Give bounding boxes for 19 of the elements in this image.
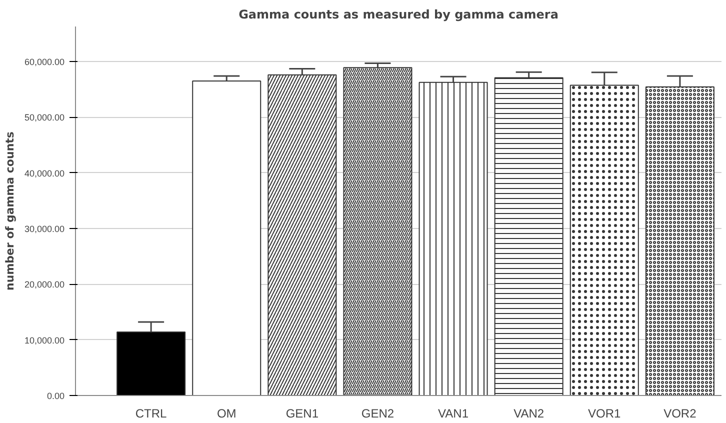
x-tick-label: GEN1 (286, 406, 319, 420)
x-tick-label: VOR2 (664, 406, 697, 420)
x-tick-label: VAN1 (438, 406, 469, 420)
y-tick-label: 20,000.00 (24, 280, 65, 290)
bar (192, 80, 262, 396)
x-tick-label: OM (216, 406, 236, 420)
x-tick-label: VAN2 (514, 406, 544, 420)
bar (116, 332, 186, 396)
y-tick-label: 10,000.00 (24, 335, 65, 346)
x-tick-label: VOR1 (588, 406, 622, 420)
y-tick-label: 30,000.00 (24, 224, 65, 234)
y-tick-label: 50,000.00 (24, 112, 65, 123)
y-tick-label: 60,000.00 (24, 57, 65, 68)
y-tick-label: 40,000.00 (24, 168, 65, 178)
y-tick-label: 0.00 (46, 391, 65, 401)
x-tick-label: GEN2 (361, 406, 394, 420)
y-axis-title: number of gamma counts (3, 131, 16, 290)
x-tick-label: CTRL (135, 406, 168, 420)
chart-title: Gamma counts as measured by gamma camera (238, 8, 558, 22)
